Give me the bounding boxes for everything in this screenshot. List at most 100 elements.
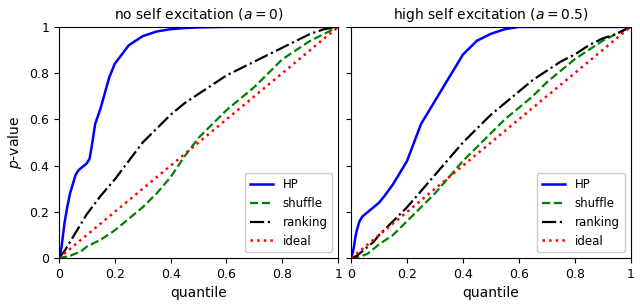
HP — [63, 205, 71, 209]
shuffle — [55, 256, 63, 260]
HP — [180, 26, 188, 30]
Legend: HP, shuffle, ranking, ideal: HP, shuffle, ranking, ideal — [244, 173, 332, 252]
ranking — [321, 27, 328, 31]
HP — [86, 157, 93, 161]
shuffle — [139, 205, 147, 209]
ranking — [209, 83, 216, 87]
HP — [59, 233, 67, 237]
shuffle — [445, 175, 452, 179]
ranking — [55, 256, 63, 260]
Title: high self excitation ($a = 0.5$): high self excitation ($a = 0.5$) — [393, 6, 589, 24]
shuffle — [389, 233, 397, 237]
shuffle — [473, 145, 481, 149]
HP — [250, 25, 258, 29]
ranking — [543, 69, 550, 73]
shuffle — [501, 118, 509, 121]
HP — [92, 122, 99, 126]
HP — [351, 236, 359, 239]
shuffle — [125, 217, 132, 221]
HP — [389, 182, 397, 186]
ranking — [264, 53, 272, 57]
HP — [334, 25, 342, 29]
HP — [375, 201, 383, 204]
ranking — [501, 101, 509, 105]
shuffle — [334, 25, 342, 29]
shuffle — [278, 58, 286, 61]
ranking — [375, 233, 383, 237]
Title: no self excitation ($a = 0$): no self excitation ($a = 0$) — [114, 6, 284, 22]
shuffle — [264, 71, 272, 75]
HP — [515, 25, 523, 29]
HP — [364, 210, 372, 214]
shuffle — [180, 155, 188, 158]
HP — [105, 76, 113, 80]
HP — [74, 168, 82, 172]
shuffle — [307, 39, 314, 43]
shuffle — [557, 69, 564, 73]
ranking — [167, 113, 175, 117]
shuffle — [487, 132, 495, 135]
ranking — [370, 240, 378, 244]
ranking — [571, 53, 579, 57]
Line: shuffle: shuffle — [351, 27, 630, 258]
ranking — [612, 32, 620, 36]
shuffle — [529, 95, 536, 98]
shuffle — [72, 252, 79, 256]
shuffle — [515, 106, 523, 110]
HP — [88, 141, 96, 144]
ranking — [515, 90, 523, 93]
ranking — [97, 194, 104, 198]
HP — [125, 43, 132, 47]
Legend: HP, shuffle, ranking, ideal: HP, shuffle, ranking, ideal — [537, 173, 625, 252]
HP — [80, 164, 88, 167]
ranking — [348, 256, 355, 260]
ranking — [585, 43, 593, 47]
shuffle — [364, 252, 372, 256]
ranking — [417, 189, 425, 193]
X-axis label: quantile: quantile — [170, 286, 227, 300]
HP — [397, 168, 405, 172]
Line: HP: HP — [351, 27, 630, 258]
HP — [372, 203, 380, 207]
HP — [223, 25, 230, 29]
ranking — [473, 127, 481, 130]
ranking — [77, 222, 85, 225]
HP — [83, 162, 91, 165]
HP — [353, 229, 360, 232]
shuffle — [353, 255, 360, 259]
shuffle — [348, 256, 355, 260]
shuffle — [321, 32, 328, 36]
ranking — [292, 39, 300, 43]
ranking — [66, 240, 74, 244]
ranking — [125, 159, 132, 163]
HP — [381, 194, 388, 198]
ranking — [195, 92, 202, 96]
HP — [571, 25, 579, 29]
ranking — [153, 127, 161, 130]
shuffle — [459, 159, 467, 163]
HP — [501, 27, 509, 31]
HP — [459, 53, 467, 57]
shuffle — [61, 255, 68, 259]
Line: shuffle: shuffle — [59, 27, 338, 258]
ranking — [529, 78, 536, 82]
HP — [278, 25, 286, 29]
ranking — [223, 74, 230, 77]
HP — [370, 205, 378, 209]
HP — [445, 76, 452, 80]
HP — [153, 30, 161, 33]
HP — [69, 182, 77, 186]
HP — [167, 27, 175, 31]
HP — [55, 256, 63, 260]
shuffle — [543, 80, 550, 84]
shuffle — [167, 175, 175, 179]
shuffle — [571, 58, 579, 61]
HP — [417, 122, 425, 126]
shuffle — [292, 48, 300, 52]
ranking — [72, 231, 79, 235]
ranking — [431, 173, 439, 177]
HP — [358, 215, 366, 218]
ranking — [627, 25, 634, 29]
HP — [72, 173, 79, 177]
ranking — [358, 249, 366, 253]
